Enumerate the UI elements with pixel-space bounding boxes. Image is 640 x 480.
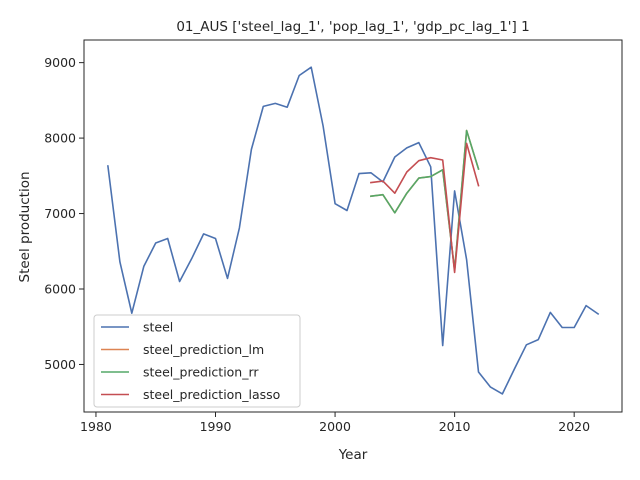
plot-frame xyxy=(83,39,623,413)
legend-entry-label: steel_prediction_lasso xyxy=(143,387,280,402)
y-tick-label: 5000 xyxy=(44,357,76,372)
x-tick-label: 2010 xyxy=(439,419,471,434)
y-axis-label: Steel production xyxy=(17,171,33,282)
y-tick-label: 9000 xyxy=(44,55,76,70)
chart-title: 01_AUS ['steel_lag_1', 'pop_lag_1', 'gdp… xyxy=(176,19,529,35)
legend-entry-label: steel xyxy=(143,320,173,335)
series-line-steel-prediction-lasso xyxy=(370,142,480,274)
plot-lines xyxy=(107,66,600,395)
x-tick-label: 1990 xyxy=(200,419,232,434)
y-tick-label: 7000 xyxy=(44,206,76,221)
x-tick-label: 1980 xyxy=(80,419,112,434)
y-tick-label: 6000 xyxy=(44,282,76,297)
y-axis: 5000 6000 7000 8000 9000 xyxy=(44,55,84,372)
series-line-steel xyxy=(107,66,600,395)
x-tick-label: 2000 xyxy=(319,419,351,434)
legend-box xyxy=(93,314,301,408)
legend-entry-label: steel_prediction_rr xyxy=(143,365,259,380)
x-axis: 1980 1990 2000 2010 2020 xyxy=(80,412,590,434)
legend: steel steel_prediction_lm steel_prediction… xyxy=(93,314,301,408)
x-axis-label: Year xyxy=(338,447,368,463)
y-tick-label: 8000 xyxy=(44,131,76,146)
legend-entry-label: steel_prediction_lm xyxy=(143,342,264,357)
x-tick-label: 2020 xyxy=(558,419,590,434)
